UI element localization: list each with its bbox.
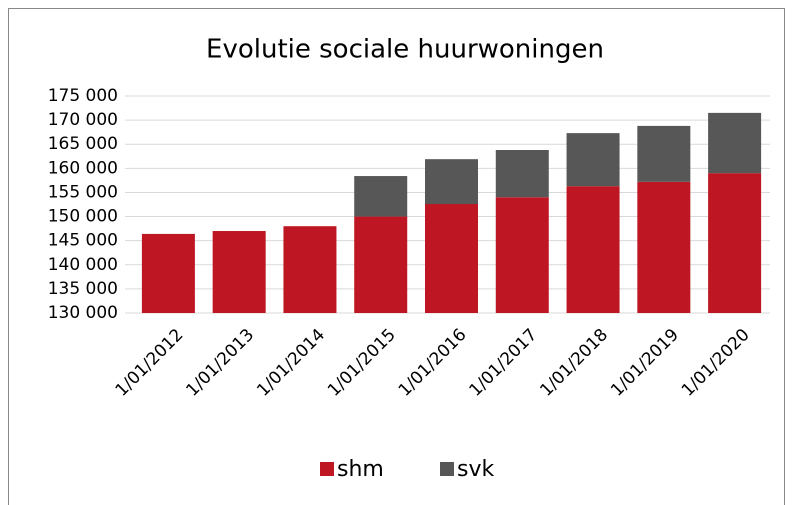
bar-segment — [637, 181, 691, 313]
y-tick-label: 170 000 — [48, 110, 118, 130]
y-tick-label: 175 000 — [48, 86, 118, 106]
legend-label: svk — [457, 457, 494, 482]
y-tick-label: 130 000 — [48, 303, 118, 323]
bar-segment — [354, 176, 408, 217]
bar-segment — [354, 216, 408, 313]
x-tick-label: 1/01/2017 — [466, 325, 542, 401]
bar-segment — [425, 204, 478, 313]
x-tick-label: 1/01/2015 — [324, 325, 400, 401]
bar-segment — [425, 159, 478, 205]
x-tick-label: 1/01/2014 — [253, 325, 329, 401]
bar-segment — [141, 233, 195, 313]
chart-frame — [8, 8, 785, 505]
legend-swatch — [320, 462, 334, 476]
bar-segment — [637, 125, 691, 182]
x-tick-label: 1/01/2020 — [678, 325, 754, 401]
bar-segment — [212, 231, 266, 313]
bar-segment — [283, 226, 337, 313]
x-tick-label: 1/01/2012 — [112, 325, 188, 401]
x-tick-label: 1/01/2016 — [395, 325, 471, 401]
bar-segment — [708, 112, 762, 174]
chart-title: Evolutie sociale huurwoningen — [206, 35, 604, 65]
bar-segment — [566, 133, 620, 187]
x-tick-label: 1/01/2018 — [536, 325, 612, 401]
y-tick-label: 150 000 — [48, 207, 118, 227]
bar-segment — [495, 150, 549, 198]
y-tick-label: 135 000 — [48, 279, 118, 299]
x-tick-label: 1/01/2013 — [182, 325, 258, 401]
x-tick-label: 1/01/2019 — [607, 325, 683, 401]
legend-swatch — [440, 462, 454, 476]
bar-segment — [566, 186, 620, 313]
y-tick-label: 160 000 — [48, 158, 118, 178]
bar-segment — [495, 197, 549, 313]
bar-segment — [708, 173, 762, 313]
legend-label: shm — [337, 457, 384, 482]
y-tick-label: 155 000 — [48, 182, 118, 202]
y-tick-label: 145 000 — [48, 231, 118, 251]
y-tick-label: 140 000 — [48, 255, 118, 275]
y-tick-label: 165 000 — [48, 134, 118, 154]
